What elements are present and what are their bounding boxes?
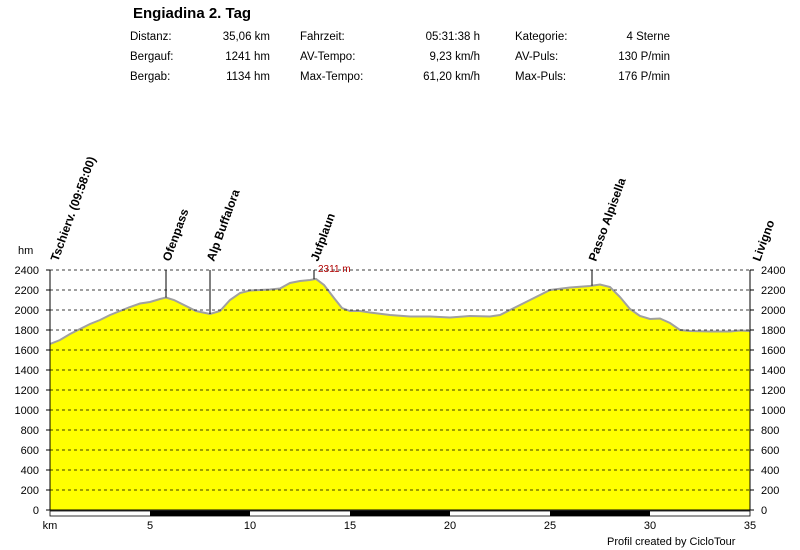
y-tick-label-left: 1400 [15,365,39,377]
y-tick-label-left: 200 [21,485,39,497]
y-tick-label-left: 400 [21,465,39,477]
km-scale-bar-segment [550,511,650,516]
y-tick-label-right: 2400 [761,265,785,277]
y-tick-label-left: 1200 [15,385,39,397]
elevation-area [50,278,750,510]
y-tick-label-right: 2000 [761,305,785,317]
y-tick-label-right: 1600 [761,345,785,357]
stat-value-descent: 1134 hm [226,71,270,83]
x-tick-label: 30 [644,520,656,532]
y-tick-label-right: 200 [761,485,779,497]
km-scale-bar-segment [150,511,250,516]
x-tick-label: 25 [544,520,556,532]
y-tick-label-right: 0 [761,505,767,517]
y-axis-label: hm [18,245,33,257]
stat-label-ride-time: Fahrzeit: [300,31,345,43]
stat-label-avg-pulse: AV-Puls: [515,51,559,63]
stat-label-ascent: Bergauf: [130,51,174,63]
x-tick-label: 15 [344,520,356,532]
stat-value-category: 4 Sterne [626,31,670,43]
y-tick-label-right: 800 [761,425,779,437]
y-tick-label-right: 1200 [761,385,785,397]
stat-value-ride-time: 05:31:38 h [425,31,480,43]
waypoint-label: Jufplaun [308,211,338,263]
y-tick-label-right: 1000 [761,405,785,417]
waypoint-label: Tschierv. (09:58:00) [48,155,99,263]
y-tick-label-right: 2200 [761,285,785,297]
stat-value-avg-speed: 9,23 km/h [429,51,481,63]
stat-label-max-pulse: Max-Puls: [515,71,567,83]
max-elevation-label: 2311 m [318,264,351,275]
waypoint-label: Livigno [750,218,778,263]
waypoint-label: Ofenpass [160,207,192,263]
x-axis-label: km [43,520,58,532]
y-tick-label-left: 0 [33,505,39,517]
stat-value-avg-pulse: 130 P/min [618,51,670,63]
chart-title: Engiadina 2. Tag [133,5,252,22]
y-tick-label-right: 400 [761,465,779,477]
y-tick-label-right: 600 [761,445,779,457]
footer-credit: Profil created by CicloTour [607,536,736,548]
stat-label-descent: Bergab: [130,71,171,83]
stat-label-category: Kategorie: [515,31,568,43]
x-tick-label: 10 [244,520,256,532]
y-tick-label-left: 2400 [15,265,39,277]
stat-value-distance: 35,06 km [222,31,270,43]
y-tick-label-left: 2000 [15,305,39,317]
x-tick-label: 20 [444,520,456,532]
stat-value-max-pulse: 176 P/min [618,71,670,83]
km-scale-bar-segment [350,511,450,516]
stat-label-avg-speed: AV-Tempo: [300,51,356,63]
y-tick-label-left: 600 [21,445,39,457]
stat-value-ascent: 1241 hm [225,51,270,63]
stat-label-max-speed: Max-Tempo: [300,71,364,83]
y-tick-label-left: 1600 [15,345,39,357]
x-tick-label: 35 [744,520,756,532]
y-tick-label-left: 1000 [15,405,39,417]
y-tick-label-left: 2200 [15,285,39,297]
x-tick-label: 5 [147,520,153,532]
y-tick-label-right: 1800 [761,325,785,337]
stat-value-max-speed: 61,20 km/h [423,71,480,83]
stat-label-distance: Distanz: [130,31,172,43]
waypoint-label: Passo Alpisella [586,176,629,263]
waypoint-label: Alp Buffalora [204,187,243,263]
y-tick-label-left: 1800 [15,325,39,337]
y-tick-label-right: 1400 [761,365,785,377]
elevation-line [49,277,751,345]
y-tick-label-left: 800 [21,425,39,437]
